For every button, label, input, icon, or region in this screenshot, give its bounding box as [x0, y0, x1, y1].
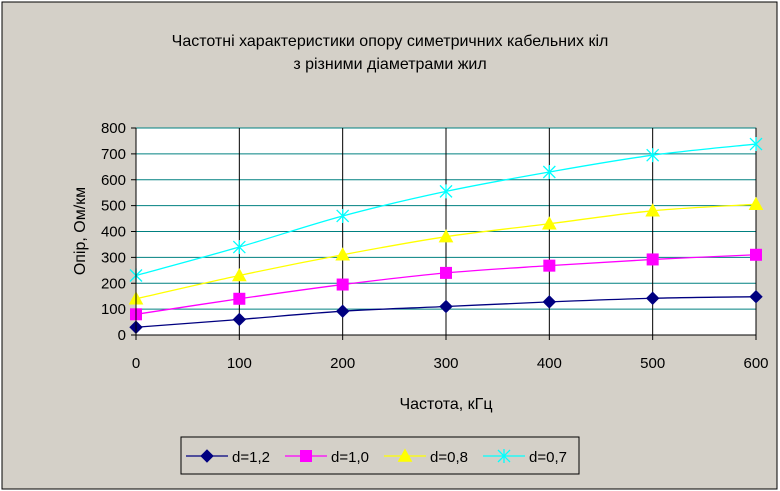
x-tick-label: 600: [743, 355, 768, 372]
legend-label: d=1,0: [331, 449, 369, 466]
data-point-triangle: [541, 216, 557, 230]
x-axis-title: Частота, кГц: [399, 396, 492, 413]
x-tick-label: 400: [537, 355, 562, 372]
legend-entry: d=0,7: [483, 449, 567, 466]
data-point-square: [440, 266, 452, 279]
x-tick-label: 300: [433, 355, 458, 372]
chart-title: Частотні характеристики опору симетрични…: [172, 33, 609, 50]
y-tick-label: 800: [101, 120, 126, 137]
data-point-triangle: [335, 247, 351, 261]
y-tick-label: 600: [101, 172, 126, 189]
data-point-star: [542, 164, 556, 179]
data-point-star: [336, 208, 350, 223]
data-point-diamond: [335, 304, 350, 318]
data-point-diamond: [749, 289, 763, 304]
data-point-diamond: [542, 295, 557, 309]
legend-entry: d=1,0: [285, 449, 369, 466]
data-point-star: [232, 240, 246, 255]
y-tick-label: 400: [101, 224, 126, 241]
legend-label: d=0,8: [430, 449, 468, 466]
series-triangle: [128, 196, 764, 305]
y-tick-label: 500: [101, 198, 126, 215]
x-axis-tick-labels: 0 100 200 300 400 500 600: [132, 335, 769, 372]
series-star: [129, 137, 763, 283]
data-point-triangle: [231, 267, 247, 282]
y-tick-label: 100: [101, 301, 126, 318]
x-tick-label: 0: [132, 355, 140, 372]
data-point-square: [233, 292, 246, 305]
legend-entry: d=1,2: [186, 449, 270, 466]
data-point-diamond: [439, 299, 453, 314]
data-point-square: [646, 253, 659, 266]
data-point-square: [543, 259, 556, 272]
legend: d=1,2 d=1,0 d=0,8 d=0,7: [180, 436, 580, 475]
data-point-triangle: [397, 448, 413, 462]
data-point-diamond: [200, 449, 214, 463]
x-tick-label: 100: [227, 355, 252, 372]
y-axis-title: Опір, Ом/км: [72, 187, 89, 275]
y-tick-label: 300: [101, 249, 126, 266]
legend-label: d=0,7: [529, 449, 567, 466]
data-point-square: [750, 248, 762, 261]
data-point-triangle: [748, 196, 764, 211]
data-point-square: [300, 450, 312, 462]
data-point-star: [749, 137, 763, 152]
chart-subtitle: з різними діаметрами жил: [293, 56, 486, 73]
legend-entry: d=0,8: [384, 448, 468, 466]
y-tick-label: 200: [101, 275, 126, 292]
y-tick-label: 700: [101, 146, 126, 163]
data-point-star: [497, 449, 511, 463]
x-tick-label: 500: [640, 355, 665, 372]
series-diamond: [129, 289, 763, 334]
data-point-triangle: [438, 229, 454, 243]
data-point-square: [336, 278, 349, 291]
data-point-star: [646, 148, 660, 163]
x-tick-label: 200: [330, 355, 355, 372]
legend-label: d=1,2: [232, 449, 270, 466]
data-point-star: [439, 184, 453, 199]
y-tick-label: 0: [118, 327, 126, 344]
data-point-diamond: [232, 312, 247, 327]
data-point-triangle: [645, 203, 661, 217]
y-axis-tick-labels: 0 100 200 300 400 500 600 700 800: [101, 120, 136, 344]
data-point-diamond: [645, 291, 660, 305]
